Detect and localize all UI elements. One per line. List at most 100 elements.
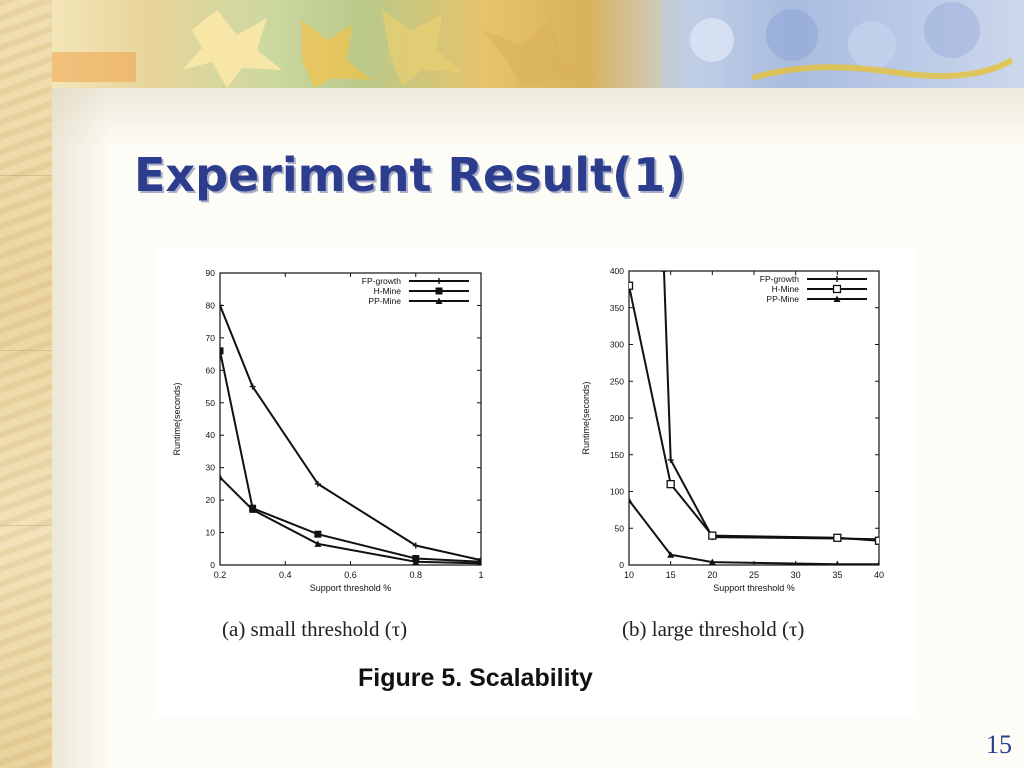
legend-label: H-Mine — [374, 286, 402, 296]
data-point-pp-mine — [314, 540, 322, 547]
chart-b: 0 50 100 150 200 250 300 350 400 10 15 20 25 30 35 40 Su… — [581, 266, 884, 593]
y-tick-label: 30 — [206, 463, 216, 473]
banner-shadow — [52, 88, 1024, 148]
x-tick-label: 30 — [791, 570, 801, 580]
strip-seam — [0, 175, 52, 176]
data-point-pp-mine — [876, 560, 879, 565]
data-point-h-mine — [874, 536, 879, 545]
y-tick-label: 70 — [206, 333, 216, 343]
grain-stalk — [751, 57, 1014, 81]
legend-marker — [832, 284, 842, 294]
chart-a-caption: (a) small threshold (τ) — [222, 617, 408, 641]
legend-marker — [833, 295, 841, 302]
data-point-pp-mine — [220, 473, 224, 481]
legend-label: PP-Mine — [766, 294, 799, 304]
y-tick-label: 40 — [206, 430, 216, 440]
x-tick-label: 0.4 — [279, 570, 292, 580]
slide-title: Experiment Result(1) — [134, 148, 687, 202]
y-tick-label: 0 — [619, 560, 624, 570]
data-point-fp-growth — [249, 383, 256, 390]
data-point-pp-mine — [412, 558, 420, 565]
series-group — [220, 302, 481, 565]
x-tick-label: 35 — [832, 570, 842, 580]
x-tick-label: 40 — [874, 570, 884, 580]
legend-label: PP-Mine — [368, 296, 401, 306]
data-point-h-mine — [477, 558, 481, 565]
chart-b-caption: (b) large threshold (τ) — [622, 617, 805, 641]
legend-marker — [435, 287, 443, 295]
data-point-fp-growth — [412, 542, 419, 549]
data-point-pp-mine — [667, 551, 675, 558]
y-tick-label: 150 — [610, 450, 624, 460]
y-tick-label: 300 — [610, 340, 624, 350]
data-point-h-mine — [708, 531, 717, 540]
y-tick-label: 350 — [610, 303, 624, 313]
data-point-pp-mine — [478, 559, 481, 565]
legend-label: FP-growth — [362, 276, 401, 286]
flower-shape — [848, 21, 896, 69]
y-tick-label: 60 — [206, 365, 216, 375]
leaf-shape — [302, 20, 372, 88]
data-point-fp-growth — [314, 480, 321, 487]
data-point-fp-growth — [220, 302, 223, 309]
series-line-fp-growth — [220, 305, 481, 562]
series-group — [629, 271, 879, 565]
figure-caption: Figure 5. Scalability — [358, 664, 593, 692]
flower-shape — [766, 9, 818, 61]
data-point-pp-mine — [708, 558, 716, 565]
x-tick-label: 20 — [707, 570, 717, 580]
legend-marker — [834, 276, 840, 282]
data-point-fp-growth — [661, 271, 667, 274]
x-tick-label: 0.8 — [409, 570, 422, 580]
chart-a: 0 10 20 30 40 50 60 70 80 90 0.2 0.4 0.6 0.8 1 Support … — [172, 268, 484, 593]
x-tick-label: 0.6 — [344, 570, 357, 580]
series-line-h-mine — [220, 350, 481, 563]
leaf-shape — [182, 10, 282, 88]
x-tick-label: 10 — [624, 570, 634, 580]
flower-shape — [924, 2, 980, 58]
slide-number: 15 — [986, 730, 1012, 759]
y-tick-label: 250 — [610, 376, 624, 386]
legend-label: FP-growth — [760, 274, 799, 284]
leaf-shape — [382, 10, 462, 86]
flower-shape — [690, 18, 734, 62]
x-tick-label: 0.2 — [214, 570, 227, 580]
y-tick-label: 10 — [206, 528, 216, 538]
decorative-left-strip — [0, 0, 52, 768]
x-tick-label: 1 — [478, 570, 483, 580]
y-tick-label: 80 — [206, 300, 216, 310]
x-tick-label: 15 — [666, 570, 676, 580]
y-tick-label: 50 — [206, 398, 216, 408]
series-line-fp-growth — [663, 271, 879, 541]
y-tick-label: 400 — [610, 266, 624, 276]
leaf-shape — [482, 20, 597, 88]
data-point-h-mine — [666, 479, 675, 489]
data-point-h-mine — [314, 530, 322, 538]
legend-label: H-Mine — [772, 284, 800, 294]
legend-marker — [436, 278, 442, 284]
plot-frame — [219, 272, 482, 566]
y-tick-label: 200 — [610, 413, 624, 423]
figure-panel: 0 10 20 30 40 50 60 70 80 90 0.2 0.4 0.6 0.8 1 Support … — [158, 248, 918, 718]
y-tick-label: 20 — [206, 495, 216, 505]
series-line-pp-mine — [629, 499, 879, 565]
data-point-pp-mine — [249, 506, 257, 513]
data-point-pp-mine — [629, 496, 633, 504]
data-point-h-mine — [833, 533, 842, 542]
y-axis-label: Runtime(seconds) — [581, 381, 591, 454]
y-tick-label: 0 — [210, 560, 215, 570]
data-point-pp-mine — [835, 560, 840, 565]
y-tick-label: 100 — [610, 487, 624, 497]
data-point-h-mine — [629, 281, 634, 290]
strip-seam — [0, 350, 52, 351]
banner-leaves-art — [52, 0, 1024, 88]
y-tick-label: 90 — [206, 268, 216, 278]
x-axis-label: Support threshold % — [310, 583, 392, 593]
strip-seam — [0, 525, 52, 526]
y-tick-label: 50 — [615, 523, 625, 533]
data-point-h-mine — [220, 347, 224, 355]
decorative-banner — [52, 0, 1024, 88]
legend-marker — [435, 297, 443, 304]
y-axis-label: Runtime(seconds) — [172, 382, 182, 455]
